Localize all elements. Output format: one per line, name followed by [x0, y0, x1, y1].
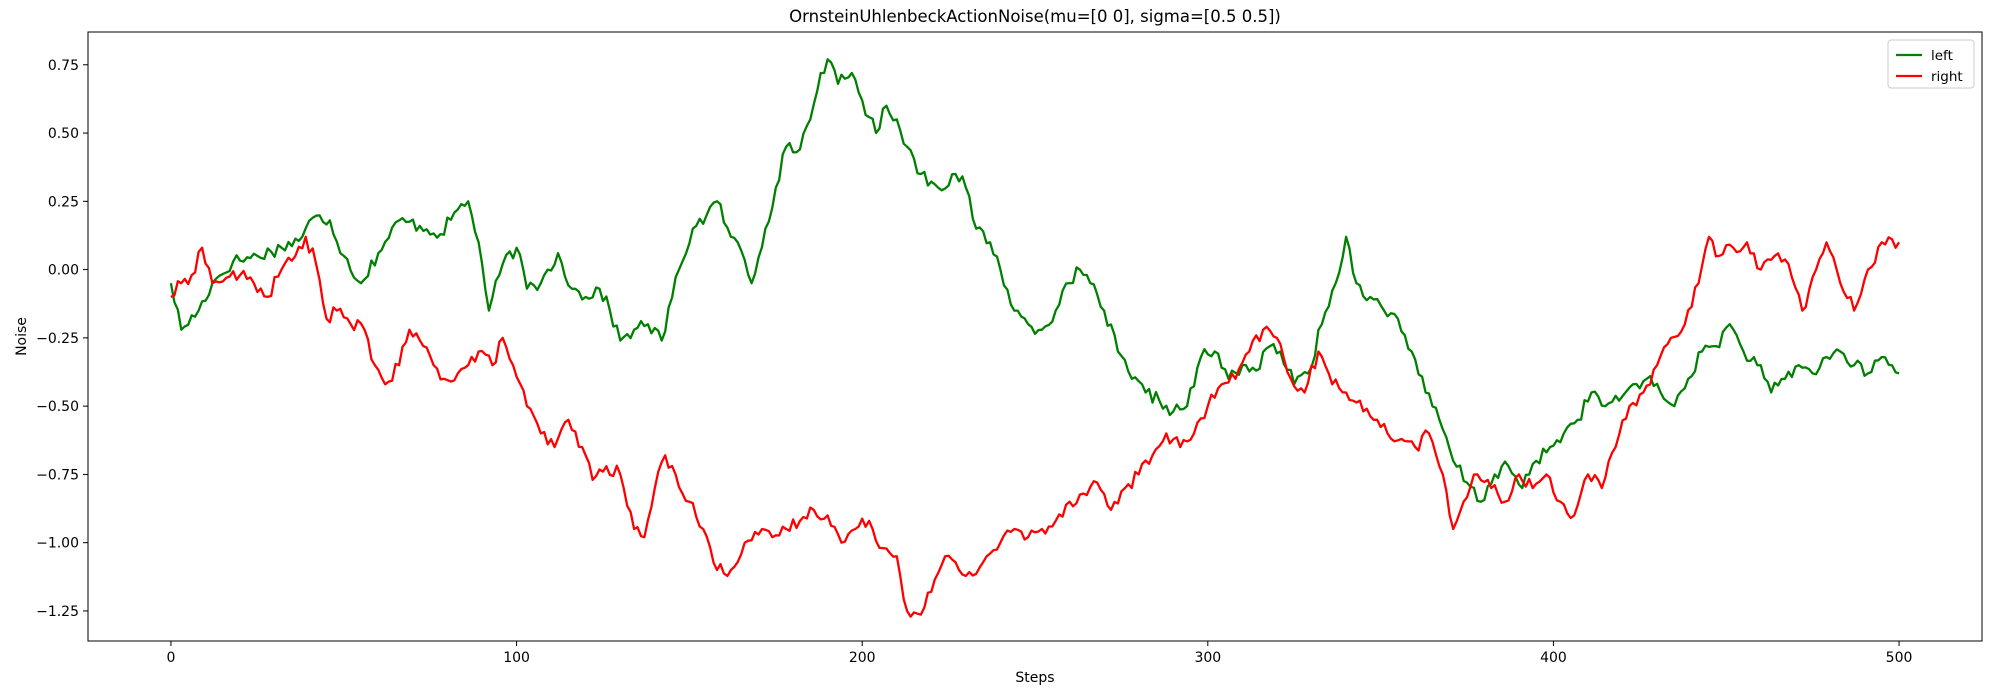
x-tick-label: 500	[1886, 650, 1913, 666]
x-axis-title: Steps	[1015, 670, 1054, 686]
y-axis-title: Noise	[14, 317, 30, 356]
x-tick-label: 400	[1540, 650, 1567, 666]
chart-title: OrnsteinUhlenbeckActionNoise(mu=[0 0], s…	[789, 7, 1281, 26]
y-tick-label: −0.75	[36, 467, 79, 483]
series-line-right	[170, 235, 1901, 618]
y-tick-label: 0.00	[48, 263, 79, 279]
x-tick-label: 0	[166, 650, 175, 666]
y-tick-label: 0.50	[48, 126, 79, 142]
legend: left right	[1887, 39, 1975, 89]
series-line-left	[169, 58, 1900, 503]
x-tick-label: 300	[1194, 650, 1221, 666]
legend-label-left: left	[1931, 48, 1953, 64]
legend-label-right: right	[1931, 69, 1963, 85]
y-tick-label: −1.00	[36, 536, 79, 552]
axes-frame	[87, 31, 1983, 642]
y-tick-label: 0.25	[48, 194, 79, 210]
x-tick-label: 200	[849, 650, 876, 666]
y-tick-label: −0.25	[36, 331, 79, 347]
x-tick-label: 100	[503, 650, 530, 666]
plot-area: 0 100 200 300 400 500 0.75 0.50 0.25 0.00 −0.25 −0.…	[36, 31, 1983, 666]
y-tick-label: 0.75	[48, 58, 79, 74]
y-tick-label: −0.50	[36, 399, 79, 415]
y-tick-label: −1.25	[36, 604, 79, 620]
